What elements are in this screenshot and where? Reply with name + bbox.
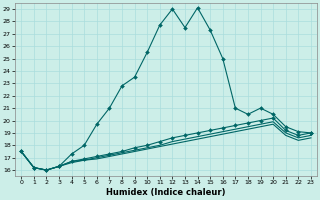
X-axis label: Humidex (Indice chaleur): Humidex (Indice chaleur) [106, 188, 226, 197]
